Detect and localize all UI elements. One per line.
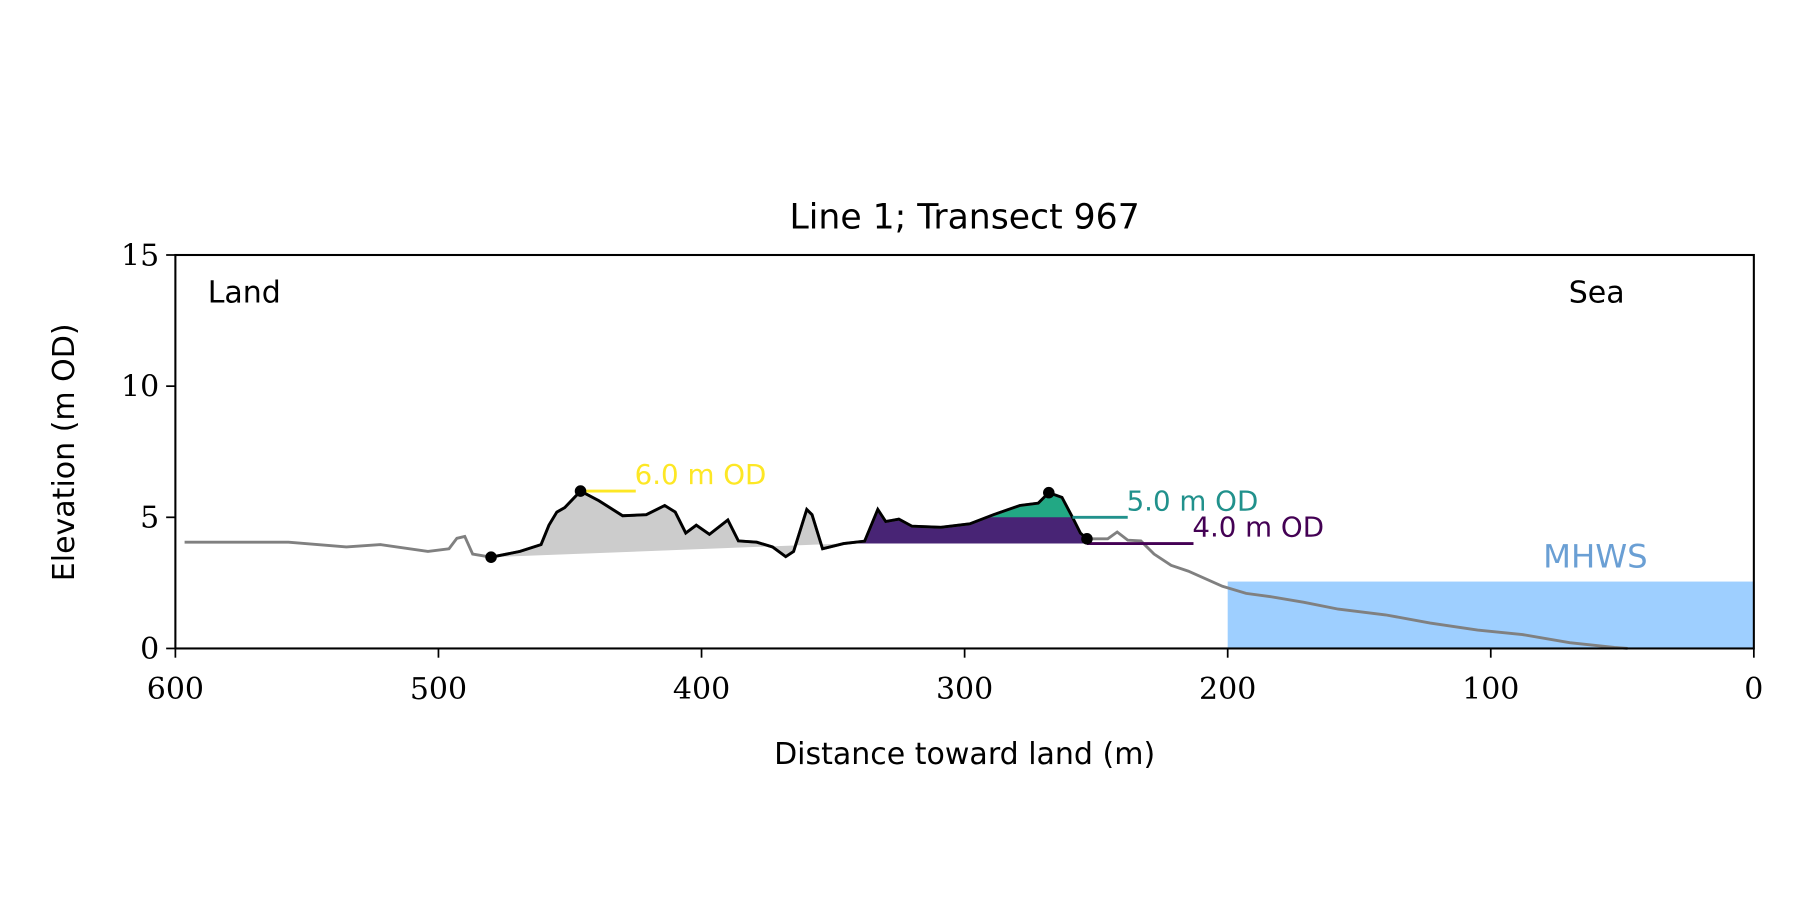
level-label: 5.0 m OD <box>1127 484 1259 517</box>
dune-marker <box>1081 533 1093 545</box>
dune-marker <box>574 485 587 497</box>
sea-label: Sea <box>1569 275 1625 310</box>
x-tick-label: 200 <box>1199 672 1256 707</box>
land-label: Land <box>208 275 281 310</box>
dune-base-fill <box>491 491 844 558</box>
x-tick-label: 600 <box>147 672 204 707</box>
y-tick-label: 0 <box>140 632 159 667</box>
level-label: 6.0 m OD <box>635 458 767 491</box>
x-tick-label: 300 <box>936 672 993 707</box>
y-tick-label: 10 <box>121 370 159 405</box>
x-tick-label: 400 <box>673 672 730 707</box>
dune-line <box>490 489 1088 559</box>
x-tick-label: 500 <box>410 672 467 707</box>
mhws-label: MHWS <box>1543 538 1648 576</box>
x-tick-label: 0 <box>1744 672 1763 707</box>
y-axis-label: Elevation (m OD) <box>47 323 82 581</box>
y-tick-label: 15 <box>121 238 159 273</box>
chart-title: Line 1; Transect 967 <box>790 197 1140 237</box>
dune-marker <box>1043 486 1055 499</box>
dune-marker <box>485 551 497 563</box>
x-tick-label: 100 <box>1462 672 1519 707</box>
y-tick-label: 5 <box>140 501 159 536</box>
x-axis-label: Distance toward land (m) <box>774 737 1155 772</box>
level-label: 4.0 m OD <box>1192 511 1324 544</box>
mhws-fill <box>1227 581 1754 649</box>
